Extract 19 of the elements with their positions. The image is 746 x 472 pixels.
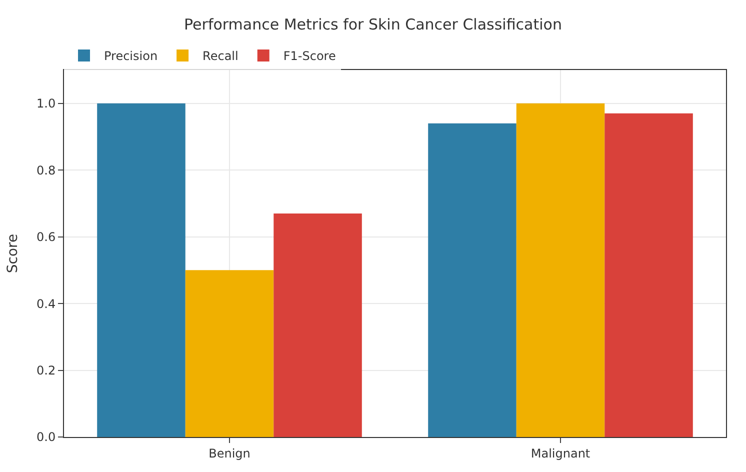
- bar: [428, 123, 516, 437]
- y-tick-label: 0.0: [36, 430, 56, 444]
- bar: [604, 113, 693, 437]
- y-tick-label: 1.0: [36, 96, 56, 111]
- chart-title: Performance Metrics for Skin Cancer Classification: [184, 15, 562, 34]
- y-tick-label: 0.4: [36, 296, 56, 311]
- y-tick-label: 0.2: [36, 363, 56, 378]
- legend-label: Recall: [202, 49, 238, 64]
- y-axis-title: Score: [5, 234, 22, 274]
- x-tick-label: Malignant: [530, 446, 590, 460]
- bar: [516, 103, 605, 437]
- y-tick-label: 0.8: [36, 163, 56, 178]
- y-tick-label: 0.6: [36, 230, 56, 244]
- legend-label: Precision: [104, 49, 158, 64]
- x-tick-label: Benign: [208, 446, 250, 460]
- bar: [185, 270, 274, 437]
- bar: [97, 103, 186, 437]
- legend-label: F1-Score: [283, 49, 336, 64]
- bar: [274, 213, 362, 437]
